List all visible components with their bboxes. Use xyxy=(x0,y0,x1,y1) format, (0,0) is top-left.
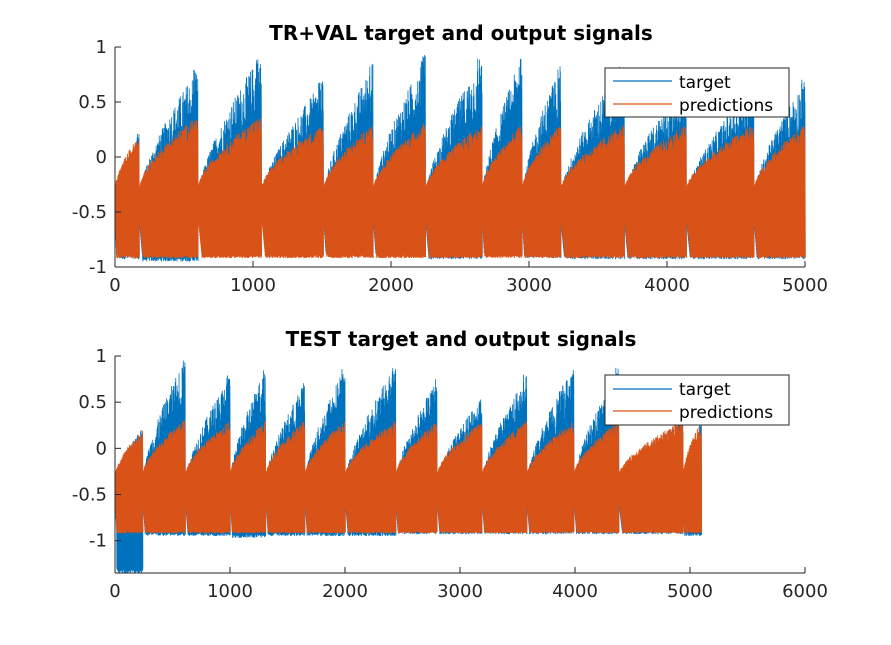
x-tick-label: 4000 xyxy=(552,581,598,602)
axes xyxy=(114,355,806,574)
x-tick-label: 1000 xyxy=(207,581,253,602)
x-tick-label: 2000 xyxy=(368,275,414,296)
y-tick-label: 0.5 xyxy=(78,392,107,413)
x-tick-label: 5000 xyxy=(667,581,713,602)
legend-box xyxy=(604,374,790,426)
y-tick-label: 0 xyxy=(96,438,107,459)
y-tick-label: -0.5 xyxy=(72,485,107,506)
legend-label-target: target xyxy=(679,380,731,400)
tick-labels: 0 1000 2000 3000 4000 5000 6000 1 0.5 0 -0.5 -1 xyxy=(72,346,828,602)
x-tick-label: 6000 xyxy=(782,581,828,602)
series-predictions xyxy=(114,118,806,259)
legend-label-predictions: predictions xyxy=(679,403,773,423)
subplot-test: TEST target and output signals 0 1000 2000… xyxy=(72,327,828,602)
y-tick-label: 0.5 xyxy=(78,92,107,113)
axes xyxy=(114,46,806,268)
chart-title: TEST target and output signals xyxy=(286,327,637,351)
legend-label-predictions: predictions xyxy=(679,96,773,116)
series-predictions xyxy=(114,420,703,534)
y-tick-label: -1 xyxy=(89,257,107,278)
subplot-trval: TR+VAL target and output signals 0 1000 20… xyxy=(72,21,828,296)
y-tick-label: 1 xyxy=(96,37,107,58)
legend: target predictions xyxy=(604,374,790,426)
tick-labels: 0 1000 2000 3000 4000 5000 1 0.5 0 -0.5 -1 xyxy=(72,37,828,296)
y-tick-label: 1 xyxy=(96,346,107,367)
x-tick-label: 3000 xyxy=(506,275,552,296)
legend-label-target: target xyxy=(679,73,731,93)
y-tick-label: -0.5 xyxy=(72,202,107,223)
x-tick-label: 4000 xyxy=(644,275,690,296)
x-tick-label: 0 xyxy=(109,581,120,602)
x-tick-label: 3000 xyxy=(437,581,483,602)
x-tick-label: 0 xyxy=(109,275,120,296)
y-tick-label: -1 xyxy=(89,531,107,552)
plot-area xyxy=(114,360,703,573)
x-tick-label: 1000 xyxy=(230,275,276,296)
x-tick-label: 2000 xyxy=(322,581,368,602)
x-tick-label: 5000 xyxy=(782,275,828,296)
legend: target predictions xyxy=(604,67,790,118)
chart-title: TR+VAL target and output signals xyxy=(269,21,653,45)
plot-area xyxy=(114,55,806,262)
legend-box xyxy=(604,67,790,118)
y-tick-label: 0 xyxy=(96,147,107,168)
